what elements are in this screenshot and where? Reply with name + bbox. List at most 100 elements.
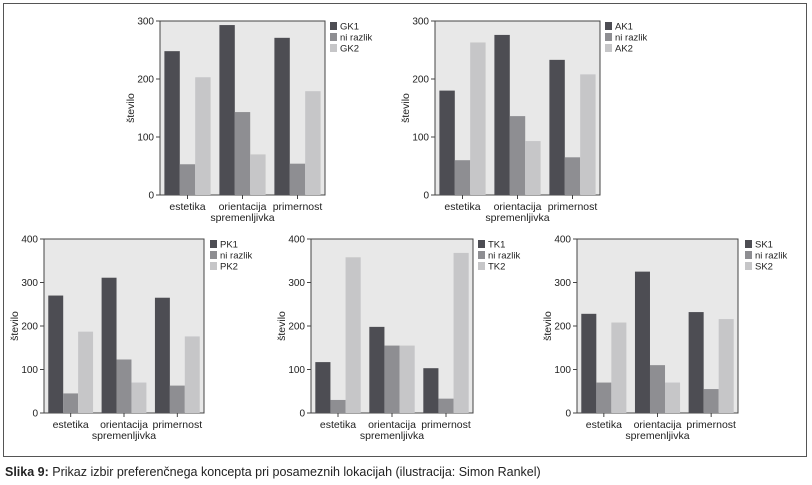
legend-label-3: GK2 bbox=[340, 44, 359, 55]
x-tick-label: spremenljivka bbox=[360, 430, 424, 442]
y-tick-label: 400 bbox=[554, 235, 571, 246]
bar-2-3 bbox=[703, 389, 719, 413]
chart-1: 0 100 200 300 število estetika orientacijaspre… bbox=[125, 17, 372, 225]
legend-label-2: ni razlik bbox=[488, 251, 520, 262]
legend-swatch-2 bbox=[330, 33, 337, 41]
legend-swatch-3 bbox=[605, 44, 612, 52]
chart-2: 0 100 200 300 število estetika orientacijaspre… bbox=[400, 17, 647, 225]
y-tick-label: 100 bbox=[137, 133, 154, 144]
y-tick-label: 0 bbox=[148, 191, 154, 202]
legend-swatch-3 bbox=[478, 262, 485, 270]
legend-swatch-1 bbox=[478, 240, 485, 248]
y-tick-label: 100 bbox=[554, 365, 571, 376]
bar-3-2 bbox=[399, 345, 415, 413]
legend-swatch-1 bbox=[330, 22, 337, 30]
bar-2-2 bbox=[649, 365, 666, 413]
legend-label-3: SK2 bbox=[755, 262, 773, 273]
legend-swatch-2 bbox=[478, 251, 485, 259]
legend-swatch-2 bbox=[605, 33, 612, 41]
bar-1-3 bbox=[154, 297, 170, 413]
chart-5: 0 100 200 300 400 število estetika orientacijas… bbox=[542, 235, 787, 443]
legend-label-1: SK1 bbox=[755, 240, 773, 251]
y-tick-label: 400 bbox=[288, 235, 305, 246]
y-axis-label: število bbox=[400, 93, 412, 123]
bar-1-1 bbox=[439, 90, 455, 195]
bar-1-1 bbox=[581, 313, 597, 413]
y-tick-label: 0 bbox=[423, 191, 429, 202]
legend-label-2: ni razlik bbox=[755, 251, 787, 262]
bar-1-3 bbox=[549, 59, 565, 195]
bar-1-2 bbox=[219, 25, 235, 196]
legend-swatch-3 bbox=[745, 262, 752, 270]
y-tick-label: 100 bbox=[412, 133, 429, 144]
bar-2-1 bbox=[179, 164, 196, 195]
bar-2-2 bbox=[116, 359, 132, 413]
legend-swatch-2 bbox=[745, 251, 752, 259]
x-tick-label: spremenljivka bbox=[485, 212, 549, 224]
bar-1-2 bbox=[494, 34, 510, 195]
y-tick-label: 0 bbox=[565, 409, 571, 420]
bar-2-1 bbox=[596, 382, 612, 413]
legend-label-1: PK1 bbox=[220, 240, 238, 251]
bar-3-1 bbox=[345, 257, 361, 413]
y-axis-label: število bbox=[125, 93, 137, 123]
bar-3-3 bbox=[184, 336, 200, 413]
y-tick-label: 300 bbox=[412, 17, 429, 28]
y-tick-label: 200 bbox=[21, 322, 38, 333]
bar-1-1 bbox=[48, 295, 64, 413]
x-tick-label: estetika bbox=[586, 419, 622, 431]
bar-2-3 bbox=[289, 163, 306, 195]
legend-label-1: TK1 bbox=[488, 240, 505, 251]
x-tick-label: estetika bbox=[444, 201, 480, 213]
bar-3-1 bbox=[78, 331, 94, 413]
bar-2-2 bbox=[509, 116, 526, 195]
x-tick-label: orientacija bbox=[219, 201, 267, 213]
chart-3: 0 100 200 300 400 število estetika orientacijas… bbox=[9, 235, 252, 443]
y-tick-label: 300 bbox=[137, 17, 154, 28]
chart-4: 0 100 200 300 400 število estetika orientacijas… bbox=[276, 235, 520, 443]
bar-2-1 bbox=[454, 160, 471, 195]
caption-label: Slika 9: bbox=[5, 465, 49, 479]
bar-2-1 bbox=[330, 399, 346, 413]
bar-3-3 bbox=[305, 91, 321, 195]
bar-3-3 bbox=[580, 74, 596, 195]
legend-swatch-3 bbox=[210, 262, 217, 270]
caption-text: Prikaz izbir preferenčnega koncepta pri … bbox=[52, 465, 541, 479]
y-tick-label: 0 bbox=[299, 409, 305, 420]
x-tick-label: orientacija bbox=[494, 201, 542, 213]
legend-swatch-3 bbox=[330, 44, 337, 52]
y-tick-label: 200 bbox=[288, 322, 305, 333]
bar-3-1 bbox=[470, 42, 486, 196]
bar-3-1 bbox=[195, 77, 211, 195]
legend-label-1: AK1 bbox=[615, 22, 633, 33]
y-tick-label: 200 bbox=[554, 322, 571, 333]
x-tick-label: estetika bbox=[53, 419, 89, 431]
y-axis-label: število bbox=[542, 311, 554, 341]
x-tick-label: orientacija bbox=[634, 419, 682, 431]
y-tick-label: 300 bbox=[554, 278, 571, 289]
bar-2-3 bbox=[438, 398, 454, 413]
bar-1-1 bbox=[164, 51, 180, 195]
legend-swatch-2 bbox=[210, 251, 217, 259]
x-tick-label: spremenljivka bbox=[625, 430, 689, 442]
bar-3-2 bbox=[250, 154, 266, 195]
y-tick-label: 300 bbox=[21, 278, 38, 289]
bar-2-2 bbox=[234, 112, 251, 195]
legend-swatch-1 bbox=[605, 22, 612, 30]
bar-3-2 bbox=[131, 382, 147, 413]
x-tick-label: primernost bbox=[153, 419, 203, 431]
x-tick-label: spremenljivka bbox=[92, 430, 156, 442]
bar-2-2 bbox=[384, 345, 400, 413]
bar-1-2 bbox=[369, 326, 385, 413]
legend-label-3: AK2 bbox=[615, 44, 633, 55]
figure-caption: Slika 9: Prikaz izbir preferenčnega konc… bbox=[5, 465, 541, 479]
y-tick-label: 100 bbox=[288, 365, 305, 376]
legend-label-3: TK2 bbox=[488, 262, 505, 273]
y-tick-label: 0 bbox=[32, 409, 38, 420]
x-tick-label: primernost bbox=[548, 201, 598, 213]
x-tick-label: orientacija bbox=[368, 419, 416, 431]
x-tick-label: primernost bbox=[273, 201, 323, 213]
x-tick-label: primernost bbox=[421, 419, 471, 431]
bar-1-3 bbox=[423, 368, 439, 413]
